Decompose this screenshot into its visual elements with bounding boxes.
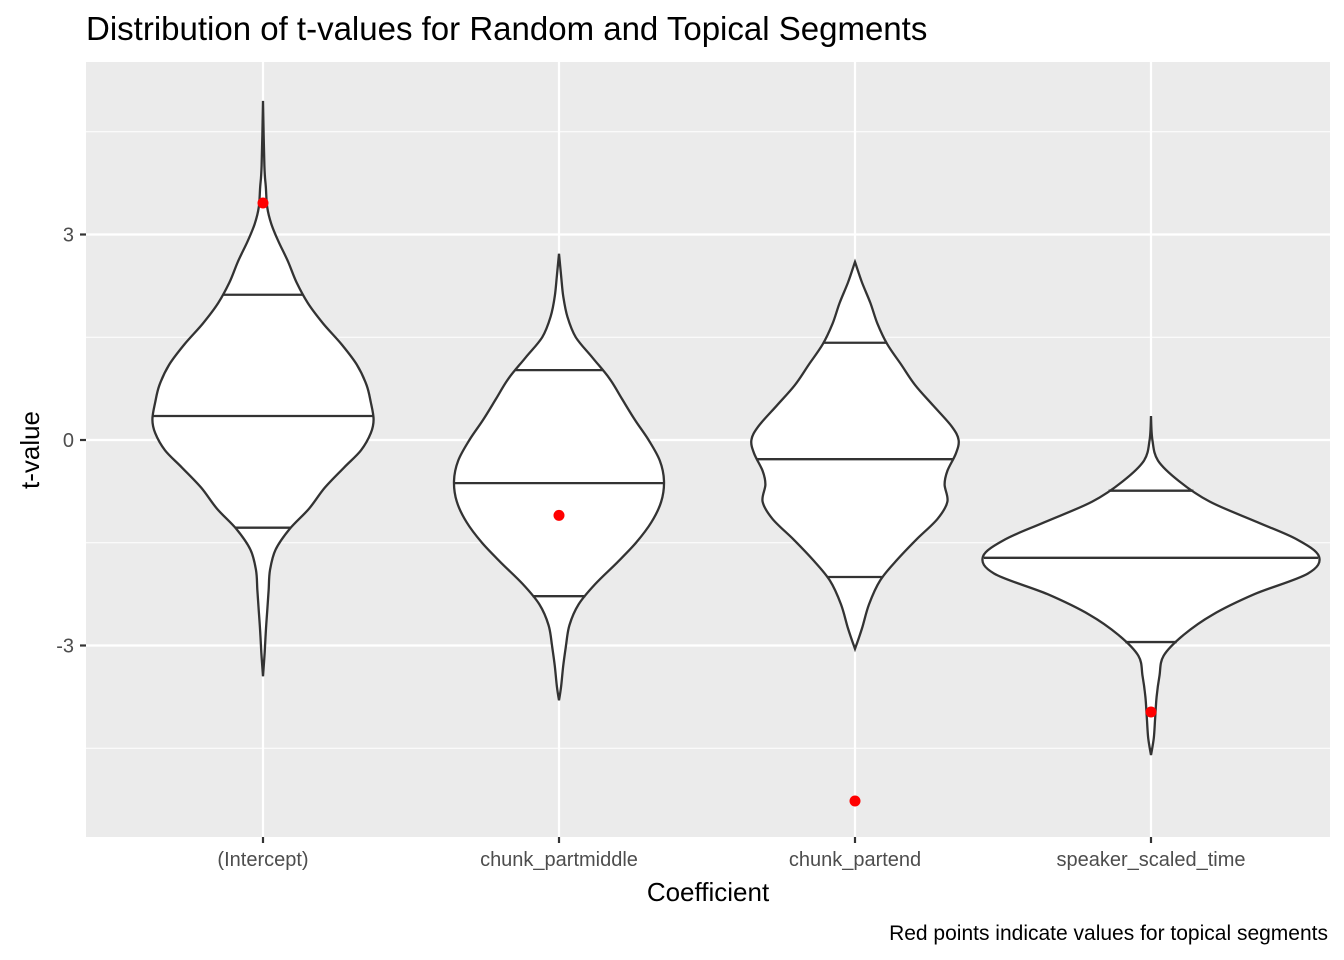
axis-ticks — [80, 233, 1153, 843]
x-tick-labels: (Intercept) chunk_partmiddle chunk_partend… — [217, 849, 1245, 871]
y-tick-label: 3 — [63, 225, 74, 247]
violin-chunk_partmiddle — [452, 253, 666, 701]
y-tick-label: -3 — [56, 636, 74, 658]
x-tick-label: (Intercept) — [217, 849, 308, 871]
x-axis-title: Coefficient — [647, 877, 770, 907]
caption: Red points indicate values for topical s… — [889, 922, 1328, 945]
violins — [151, 100, 1321, 756]
topical-point — [849, 795, 861, 807]
violin-chunk_partend — [750, 258, 960, 653]
x-tick-label: chunk_partend — [789, 849, 921, 871]
violin-speaker_scaled_time — [981, 415, 1321, 756]
topical-point — [553, 509, 565, 521]
x-tick-label: speaker_scaled_time — [1057, 849, 1246, 871]
topical-point — [1145, 706, 1157, 718]
x-tick-label: chunk_partmiddle — [480, 849, 638, 871]
y-axis-title: t-value — [15, 411, 45, 489]
violin-intercept — [151, 100, 375, 677]
topical-points — [257, 197, 1157, 807]
y-tick-labels: -3 0 3 — [56, 225, 74, 658]
topical-point — [257, 197, 269, 209]
y-tick-label: 0 — [63, 430, 74, 452]
chart-title: Distribution of t-values for Random and … — [86, 10, 927, 47]
